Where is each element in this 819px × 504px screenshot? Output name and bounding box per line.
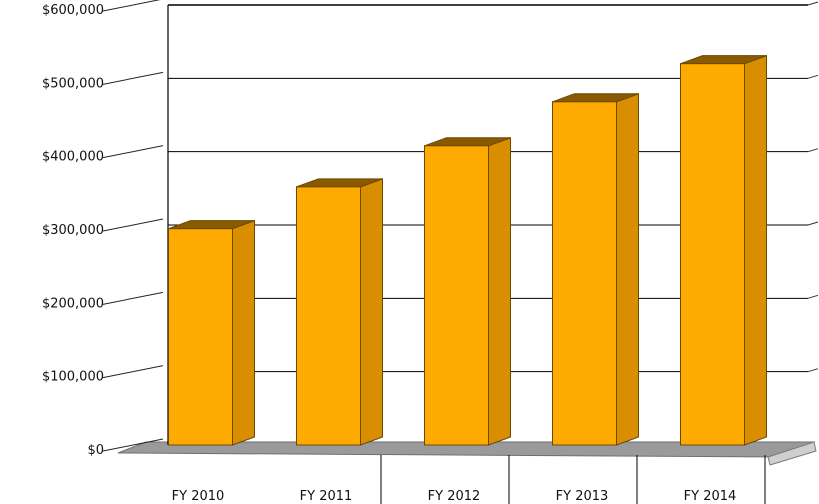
x-tick-label: FY 2013 (556, 489, 609, 504)
bar-side (744, 54, 767, 446)
y-tick-mark (102, 438, 164, 452)
y-tick-mark (102, 218, 164, 232)
chart-floor (117, 441, 817, 466)
x-tick-label: FY 2011 (300, 489, 353, 504)
y-tick-mark (102, 145, 164, 159)
bars (168, 54, 767, 446)
x-axis: FY 2010 FY 2011 FY 2012 FY 2013 FY 2014 (172, 455, 766, 504)
bar (296, 186, 361, 446)
y-tick-label: $300,000 (42, 223, 104, 238)
bar (168, 228, 233, 446)
y-tick-mark (102, 365, 164, 379)
y-tick-label: $600,000 (42, 3, 104, 18)
right-tick (807, 294, 819, 299)
x-tick-label: FY 2010 (172, 489, 225, 504)
y-tick-label: $200,000 (42, 296, 104, 311)
y-tick-label: $500,000 (42, 76, 104, 91)
y-axis: $0 $100,000 $200,000 $300,000 $400,000 $500,0… (42, 0, 164, 458)
right-tick (807, 221, 819, 226)
bar-side (616, 93, 639, 446)
bar (680, 63, 745, 446)
x-tick-label: FY 2014 (684, 489, 737, 504)
bar-side (232, 219, 255, 446)
bar (552, 101, 617, 446)
y-tick-label: $400,000 (42, 150, 104, 165)
floor-edge (767, 441, 817, 466)
y-tick-label: $100,000 (42, 370, 104, 385)
right-tick (807, 74, 819, 79)
bar-side (360, 178, 383, 446)
y-tick-mark (102, 71, 164, 85)
bar (424, 145, 489, 446)
right-tick (807, 148, 819, 153)
y-tick-mark (102, 291, 164, 305)
right-tick (807, 1, 819, 6)
y-tick-mark (102, 0, 161, 12)
y-tick-label: $0 (87, 443, 104, 458)
bar-side (488, 137, 511, 446)
x-tick-label: FY 2012 (428, 489, 481, 504)
right-tick (807, 368, 819, 373)
